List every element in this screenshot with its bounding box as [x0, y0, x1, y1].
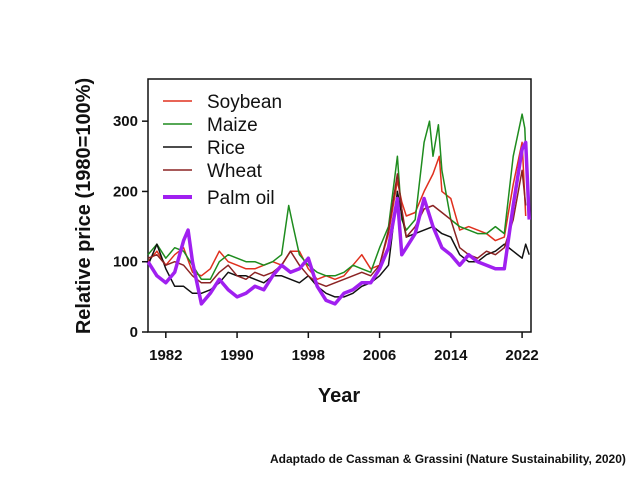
x-tick-label: 1990 — [220, 347, 253, 364]
series-line-wheat — [147, 169, 527, 288]
y-axis-title: Relative price (1980=100%) — [73, 78, 95, 334]
legend-label-wheat: Wheat — [207, 161, 263, 182]
legend-label-palm-oil: Palm oil — [207, 188, 275, 209]
axis-layer: 0 100 200 300 1982 1990 1998 2006 2014 2022 — [113, 113, 539, 364]
series-line-maize — [147, 113, 529, 281]
y-tick-label: 300 — [113, 113, 138, 130]
legend-label-soybean: Soybean — [207, 92, 282, 113]
y-tick-label: 100 — [113, 254, 138, 271]
y-tick-label: 200 — [113, 183, 138, 200]
x-tick-label: 2022 — [505, 347, 538, 364]
x-axis-title: Year — [318, 385, 360, 407]
x-tick-label: 2014 — [434, 347, 468, 364]
source-caption: Adaptado de Cassman & Grassini (Nature S… — [270, 452, 626, 466]
x-tick-label: 1998 — [292, 347, 325, 364]
x-tick-label: 1982 — [149, 347, 182, 364]
series-line-soybean — [147, 141, 527, 281]
series-layer — [146, 113, 531, 306]
plot-frame — [147, 78, 532, 333]
y-tick-label: 0 — [130, 324, 138, 341]
legend-label-maize: Maize — [207, 115, 258, 136]
legend-label-rice: Rice — [207, 138, 245, 159]
x-tick-label: 2006 — [363, 347, 396, 364]
series-line-palm-oil — [146, 140, 531, 306]
